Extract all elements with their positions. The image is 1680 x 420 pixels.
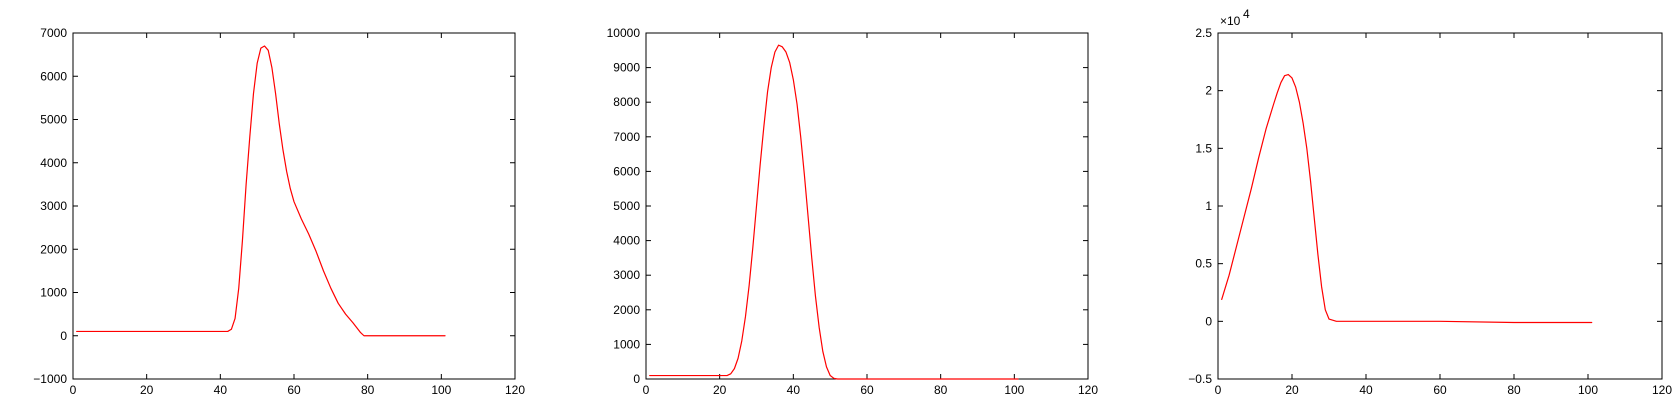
y-tick-label: 5000 [613, 199, 640, 213]
chart-3: 0 20 40 60 80 100 120−0.500.511.522.5×10 4 [1188, 7, 1672, 397]
y-tick-label: 0 [633, 372, 640, 386]
y-tick-label: −0.5 [1188, 372, 1212, 386]
x-tick-label: 20 [713, 383, 727, 397]
x-tick-label: 0 [1215, 383, 1222, 397]
x-tick-label: 40 [1359, 383, 1373, 397]
axes-frame [645, 32, 1089, 380]
x-tick-label: 80 [361, 383, 375, 397]
y-tick-label: 8000 [613, 95, 640, 109]
y-tick-label: 0.5 [1195, 257, 1212, 271]
x-tick-label: 40 [787, 383, 801, 397]
y-tick-label: 1000 [613, 337, 640, 351]
y-tick-label: 4000 [40, 156, 67, 170]
chart-2: 0 20 40 60 80 100 120 0 1000 2000 3000 4000 5000 6000… [607, 26, 1099, 397]
x-tick-label: 60 [287, 383, 301, 397]
y-tick-label: 1 [1205, 199, 1212, 213]
y-tick-label: 2 [1205, 84, 1212, 98]
x-tick-label: 60 [860, 383, 874, 397]
axes-frame [1217, 32, 1663, 380]
series-line [649, 44, 1019, 380]
y-tick-label: 2000 [613, 303, 640, 317]
y-tick-label: 2.5 [1195, 26, 1212, 40]
axes-frame [72, 32, 516, 380]
x-tick-label: 60 [1433, 383, 1447, 397]
x-tick-label: 100 [431, 383, 451, 397]
y-exponent-label: ×10 [1220, 14, 1241, 28]
y-tick-label: 5000 [40, 113, 67, 127]
y-exponent-power: 4 [1243, 7, 1250, 21]
y-tick-label: 7000 [613, 130, 640, 144]
y-tick-label: 0 [60, 329, 67, 343]
y-tick-label: 6000 [613, 164, 640, 178]
y-tick-label: −1000 [33, 372, 67, 386]
y-tick-label: 1.5 [1195, 141, 1212, 155]
y-tick-label: 6000 [40, 69, 67, 83]
y-tick-label: 3000 [40, 199, 67, 213]
x-tick-label: 100 [1578, 383, 1598, 397]
y-tick-label: 9000 [613, 61, 640, 75]
y-tick-label: 1000 [40, 286, 67, 300]
x-tick-label: 120 [1652, 383, 1672, 397]
x-tick-label: 40 [214, 383, 228, 397]
x-tick-label: 20 [140, 383, 154, 397]
x-tick-label: 100 [1004, 383, 1024, 397]
x-tick-label: 20 [1285, 383, 1299, 397]
x-tick-label: 0 [70, 383, 77, 397]
chart-1: 0 20 40 60 80 100 120−100001000200030004000500… [33, 26, 525, 397]
x-tick-label: 0 [643, 383, 650, 397]
series-line [76, 45, 446, 337]
y-tick-label: 7000 [40, 26, 67, 40]
x-tick-label: 120 [505, 383, 525, 397]
x-tick-label: 80 [1507, 383, 1521, 397]
y-tick-label: 4000 [613, 234, 640, 248]
x-tick-label: 80 [934, 383, 948, 397]
series-line [1221, 73, 1593, 324]
y-tick-label: 2000 [40, 242, 67, 256]
y-tick-label: 3000 [613, 268, 640, 282]
y-tick-label: 0 [1205, 314, 1212, 328]
y-tick-label: 10000 [607, 26, 641, 40]
x-tick-label: 120 [1078, 383, 1098, 397]
